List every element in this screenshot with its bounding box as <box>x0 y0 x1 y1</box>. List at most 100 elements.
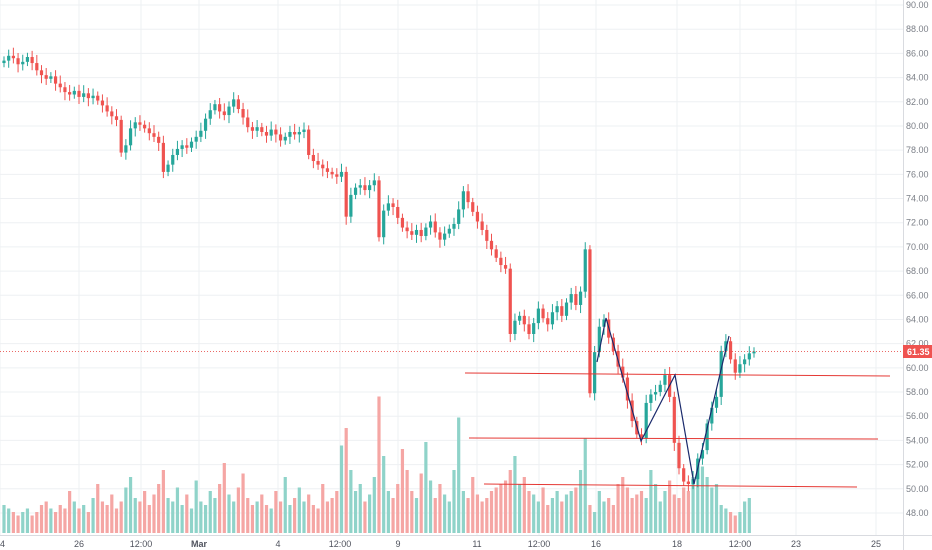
volume-bar <box>194 480 198 533</box>
candle-body <box>35 63 39 71</box>
volume-bar <box>728 512 733 533</box>
volume-bar <box>368 494 372 533</box>
price-tick-label: 90.00 <box>906 0 929 10</box>
volume-bar <box>53 512 58 533</box>
candle-body <box>480 221 484 230</box>
volume-bar <box>110 494 114 533</box>
time-axis[interactable]: 4 26 12:00 Mar 4 12:00 9 11 12:00 16 18 12:00 23 25 <box>0 539 881 549</box>
volume-bar <box>44 501 48 533</box>
volume-bar <box>344 428 348 533</box>
candle-body <box>682 468 686 482</box>
volume-bar <box>588 505 592 533</box>
candle-body <box>143 124 147 129</box>
volume-bar <box>532 494 536 533</box>
volume-bar <box>644 498 648 533</box>
resistance-line <box>464 372 891 377</box>
volume-bar <box>391 498 395 533</box>
candle-body <box>752 351 756 354</box>
time-tick-label: 12:00 <box>729 539 752 549</box>
volume-bar <box>635 494 639 533</box>
time-tick-label: 23 <box>791 539 801 549</box>
volume-bar <box>433 498 437 533</box>
candle-body <box>189 141 194 148</box>
volume-bar <box>616 484 620 533</box>
candle-body <box>719 350 723 397</box>
candle-body <box>96 95 100 101</box>
volume-bar <box>11 512 15 533</box>
volume-bar <box>527 491 531 533</box>
candle-body <box>105 105 109 112</box>
volume-bar <box>114 508 119 533</box>
candle-body <box>522 315 526 325</box>
volume-bar <box>124 487 128 533</box>
candle-body <box>625 377 630 401</box>
price-tick-label: 60.00 <box>906 363 929 373</box>
candle-body <box>372 180 376 186</box>
candle-body <box>171 154 175 165</box>
candle-body <box>597 326 601 353</box>
volume-bar <box>461 491 465 533</box>
candle-body <box>138 122 142 125</box>
volume-bar <box>250 505 255 533</box>
candle-body <box>428 221 433 228</box>
volume-bar <box>560 501 564 533</box>
candle-body <box>363 185 367 191</box>
candle-body <box>260 127 264 132</box>
volume-bar <box>363 501 367 533</box>
volume-bar <box>578 470 583 533</box>
candle-body <box>536 308 540 324</box>
volume-bar <box>49 508 53 533</box>
candle-body <box>44 75 48 79</box>
candle-body <box>316 161 320 165</box>
volume-bar <box>58 505 62 533</box>
volume-bar <box>555 491 559 533</box>
price-tick-label: 66.00 <box>906 290 929 300</box>
candle-body <box>714 396 719 408</box>
volume-bar <box>330 498 334 533</box>
candle-body <box>593 352 597 394</box>
volume-bar <box>419 473 423 533</box>
candlestick-series <box>2 47 756 492</box>
volume-bar <box>710 487 714 533</box>
candle-body <box>166 164 170 172</box>
candle-body <box>2 60 6 64</box>
volume-bar <box>564 494 569 533</box>
candle-body <box>649 394 653 403</box>
volume-bar <box>63 508 67 533</box>
volume-bar <box>100 501 105 533</box>
volume-bar <box>630 498 634 533</box>
volume-bar <box>518 484 522 533</box>
candle-body <box>161 142 165 172</box>
candle-body <box>400 217 405 228</box>
volume-bar <box>489 491 494 533</box>
candle-body <box>424 227 428 237</box>
candle-body <box>513 320 517 334</box>
volume-bar <box>653 484 658 533</box>
volume-bar <box>705 477 709 533</box>
volume-bar <box>625 487 630 533</box>
candle-body <box>330 171 334 175</box>
volume-bar <box>541 487 545 533</box>
volume-bar <box>166 498 170 533</box>
volume-bar <box>719 505 723 533</box>
volume-bar <box>274 491 278 533</box>
volume-bar <box>119 501 123 533</box>
volume-bar <box>396 484 400 533</box>
price-tick-label: 62.00 <box>906 339 929 349</box>
price-tick-label: 80.00 <box>906 121 929 131</box>
candle-body <box>738 364 742 373</box>
price-axis[interactable]: 90.00 88.00 86.00 84.00 82.00 80.00 78.00 76.00… <box>906 0 929 518</box>
volume-bar <box>138 501 142 533</box>
volume-bar <box>377 396 381 533</box>
candle-body <box>658 384 662 393</box>
volume-bar <box>227 494 231 533</box>
volume-bar <box>546 505 550 533</box>
volume-bar <box>278 501 283 533</box>
candle-body <box>63 87 67 93</box>
volume-bar <box>302 501 306 533</box>
volume-bar <box>480 501 484 533</box>
candle-body <box>621 366 625 378</box>
candle-body <box>485 229 489 241</box>
volume-bar <box>724 508 728 533</box>
